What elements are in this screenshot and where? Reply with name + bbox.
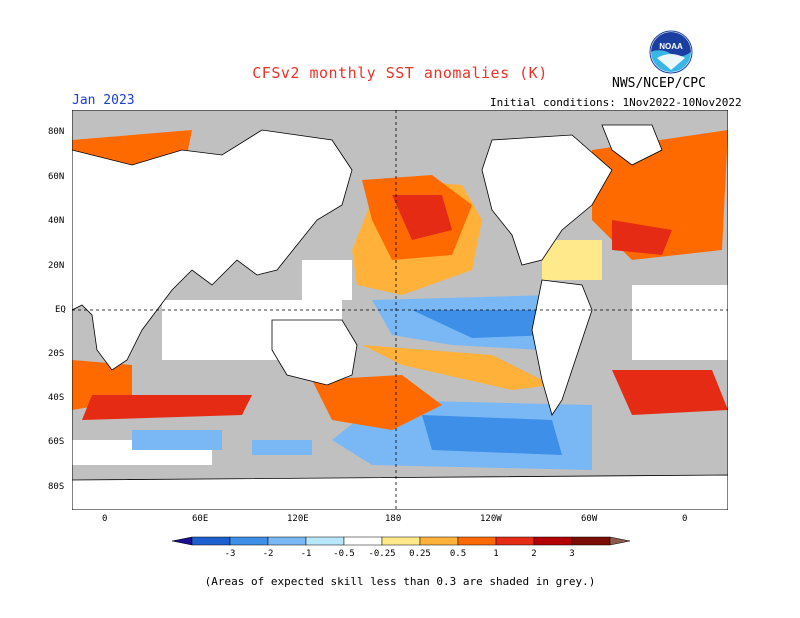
- sst-anomaly-map: [72, 110, 728, 510]
- colorbar-box: [419, 536, 459, 546]
- continents: [72, 124, 728, 510]
- colorbar-end-right: [609, 536, 631, 546]
- colorbar-tick-label: 2: [531, 549, 536, 559]
- colorbar-tick-label: 1: [493, 549, 498, 559]
- lat-label: 60N: [48, 172, 65, 182]
- footnote: (Areas of expected skill less than 0.3 a…: [204, 575, 596, 588]
- colorbar-box: [305, 536, 345, 546]
- colorbar-box: [381, 536, 421, 546]
- lat-label: 80S: [48, 482, 65, 492]
- colorbar-box: [229, 536, 269, 546]
- colorbar-tick-label: 0.5: [450, 549, 466, 559]
- colorbar-tick-label: -0.5: [333, 549, 355, 559]
- organization-label: NWS/NCEP/CPC: [612, 76, 706, 91]
- colorbar-tick-label: -2: [263, 549, 274, 559]
- colorbar-end-left: [172, 536, 193, 546]
- noaa-logo: NOAA: [649, 30, 693, 74]
- lon-label: 180: [385, 514, 402, 524]
- colorbar-box: [267, 536, 307, 546]
- colorbar-ticks: -3 -2 -1 -0.5 -0.25 0.25 0.5 1 2 3: [225, 549, 575, 559]
- colorbar-tick-label: 0.25: [409, 549, 431, 559]
- eurasia-africa: [72, 129, 353, 371]
- greenland: [601, 124, 663, 166]
- colorbar-box: [495, 536, 535, 546]
- lon-label: 0: [102, 514, 108, 524]
- colorbar-box: [191, 536, 231, 546]
- lon-label: 120W: [480, 514, 502, 524]
- south-america: [531, 279, 593, 416]
- colorbar-box: [533, 536, 573, 546]
- lat-label: 40N: [48, 216, 65, 226]
- colorbar-tick-label: -1: [301, 549, 312, 559]
- colorbar: -3 -2 -1 -0.5 -0.25 0.25 0.5 1 2 3: [172, 536, 631, 559]
- lat-label: 20S: [48, 349, 65, 359]
- lon-label: 120E: [287, 514, 309, 524]
- initial-conditions: Initial conditions: 1Nov2022-10Nov2022: [490, 96, 742, 109]
- forecast-month: Jan 2023: [72, 93, 135, 108]
- lat-label: 40S: [48, 393, 65, 403]
- colorbar-segments: [172, 536, 631, 546]
- north-america: [481, 134, 613, 266]
- lon-label: 0: [682, 514, 688, 524]
- lon-label: 60W: [581, 514, 598, 524]
- map-title: CFSv2 monthly SST anomalies (K): [252, 64, 548, 82]
- lon-label: 60E: [192, 514, 209, 524]
- colorbar-tick-label: 3: [569, 549, 574, 559]
- colorbar-box: [343, 536, 383, 546]
- colorbar-box: [457, 536, 497, 546]
- lat-label: 80N: [48, 127, 65, 137]
- colorbar-tick-label: -3: [225, 549, 236, 559]
- svg-text:NOAA: NOAA: [659, 42, 683, 51]
- lat-label: EQ: [55, 305, 66, 315]
- australia: [271, 319, 358, 386]
- warm-anomalies: [72, 130, 728, 430]
- colorbar-box: [571, 536, 611, 546]
- antarctica: [72, 474, 728, 510]
- lat-label: 60S: [48, 437, 65, 447]
- colorbar-tick-label: -0.25: [368, 549, 395, 559]
- lat-label: 20N: [48, 261, 65, 271]
